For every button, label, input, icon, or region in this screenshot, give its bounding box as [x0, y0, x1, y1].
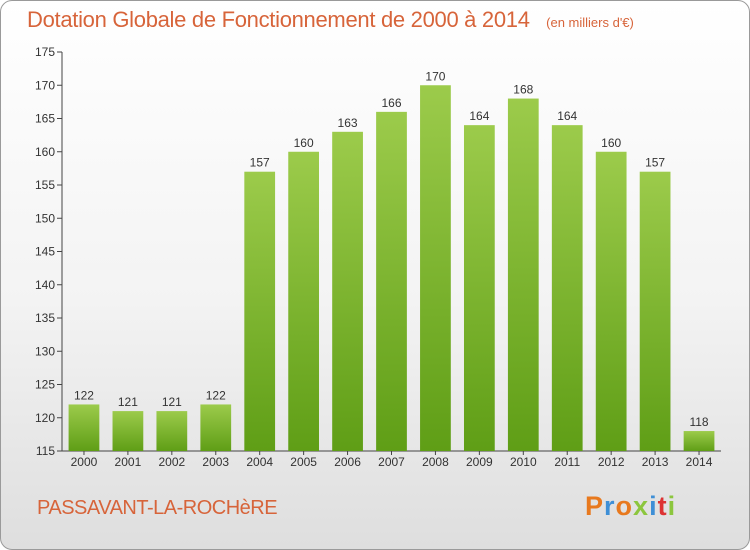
bar: [683, 431, 715, 451]
y-tick-label: 115: [36, 444, 55, 458]
logo-letter: x: [633, 491, 650, 521]
y-tick-label: 120: [35, 411, 55, 425]
bar-value-label: 118: [689, 415, 708, 429]
bar-value-label: 122: [74, 388, 94, 402]
bar-value-label: 163: [338, 116, 358, 130]
y-tick-label: 165: [35, 112, 55, 126]
x-tick-label: 2013: [642, 455, 669, 469]
title-row: Dotation Globale de Fonctionnement de 20…: [27, 7, 634, 33]
y-tick-label: 140: [35, 278, 55, 292]
bar: [112, 411, 144, 451]
x-tick-label: 2011: [554, 455, 580, 469]
bar: [420, 85, 451, 451]
axes: 115 120 125 130 135 140 145 150 155 160 165 170 175: [35, 45, 721, 458]
logo-letter: i: [649, 491, 658, 521]
y-tick-label: 130: [35, 344, 55, 358]
bar: [156, 411, 188, 451]
bar: [68, 404, 100, 451]
bars: [68, 85, 715, 452]
bar-value-label: 164: [469, 109, 489, 123]
bar-value-label: 168: [513, 83, 533, 97]
y-tick-label: 135: [35, 311, 55, 325]
y-tick-label: 150: [35, 211, 55, 225]
y-tick-label: 155: [35, 178, 55, 192]
bar-value-label: 122: [206, 388, 226, 402]
logo-letter: P: [585, 491, 605, 521]
logo-letter: r: [604, 491, 616, 521]
labels: 122 2000 121 2001 121 2002 122 2003 157 2004 160 20…: [71, 69, 713, 469]
bar: [463, 125, 495, 452]
x-tick-label: 2000: [71, 455, 98, 469]
y-tick-label: 170: [35, 78, 55, 92]
logo-letter: i: [667, 491, 677, 521]
bar: [200, 404, 232, 451]
x-tick-label: 2003: [202, 455, 229, 469]
x-tick-label: 2007: [378, 455, 405, 469]
y-tick-label: 125: [35, 378, 55, 392]
x-tick-label: 2001: [115, 455, 142, 469]
bar-value-label: 157: [645, 156, 665, 170]
x-tick-label: 2006: [334, 455, 361, 469]
bar: [551, 125, 583, 452]
place-name: PASSAVANT-LA-ROCHèRE: [37, 497, 278, 519]
x-tick-label: 2008: [422, 455, 449, 469]
logo-letter: o: [615, 491, 634, 521]
bar-value-label: 160: [294, 136, 314, 150]
y-tick-label: 145: [35, 245, 55, 259]
bar: [376, 111, 407, 451]
bar-value-label: 160: [601, 136, 621, 150]
x-tick-label: 2014: [686, 455, 713, 469]
bar-value-label: 170: [425, 69, 445, 83]
logo-letter: t: [657, 491, 668, 521]
bar-value-label: 166: [381, 96, 401, 110]
bar-value-label: 164: [557, 109, 577, 123]
x-tick-label: 2010: [510, 455, 537, 469]
bar-value-label: 121: [118, 395, 138, 409]
bar: [288, 151, 320, 451]
bar-value-label: 121: [162, 395, 182, 409]
x-tick-label: 2009: [466, 455, 493, 469]
bar-value-label: 157: [250, 156, 270, 170]
bar: [507, 98, 539, 452]
x-tick-label: 2004: [246, 455, 273, 469]
proxiti-logo: Proxiti: [585, 491, 676, 522]
chart-unit: (en milliers d'€): [546, 15, 634, 30]
y-tick-label: 175: [35, 45, 55, 59]
x-tick-label: 2002: [158, 455, 185, 469]
bar: [595, 151, 627, 451]
bar: [639, 171, 671, 451]
x-tick-label: 2005: [290, 455, 317, 469]
y-tick-label: 160: [35, 145, 55, 159]
bar: [244, 171, 276, 451]
chart-title: Dotation Globale de Fonctionnement de 20…: [27, 7, 530, 32]
x-tick-label: 2012: [598, 455, 625, 469]
bar: [332, 131, 363, 452]
